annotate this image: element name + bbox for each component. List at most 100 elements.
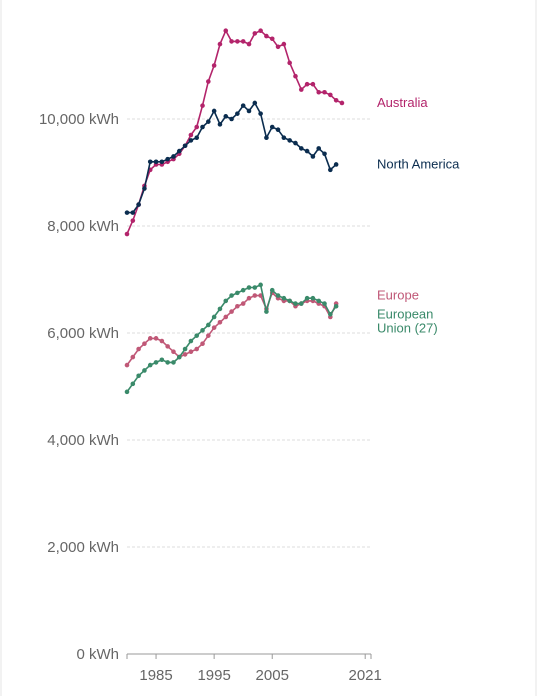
data-point-north-america <box>136 202 141 207</box>
data-point-european-union-27 <box>310 295 316 301</box>
data-point-australia <box>235 39 240 44</box>
data-point-european-union-27 <box>304 295 310 301</box>
x-tick-label: 1995 <box>197 667 230 684</box>
data-point-european-union-27 <box>130 381 136 387</box>
data-point-europe <box>182 352 188 357</box>
data-point-european-union-27 <box>258 282 263 288</box>
data-point-european-union-27 <box>269 287 275 293</box>
data-point-european-union-27 <box>124 389 130 395</box>
data-point-north-america <box>130 210 136 215</box>
data-point-european-union-27 <box>293 301 298 306</box>
data-point-european-union-27 <box>200 328 205 333</box>
data-point-north-america <box>246 108 252 114</box>
data-point-european-union-27 <box>322 301 327 306</box>
data-point-australia <box>339 100 345 106</box>
data-point-european-union-27 <box>333 303 339 309</box>
data-point-europe <box>159 338 165 344</box>
y-tick-label: 8,000 kWh <box>47 218 119 235</box>
data-point-australia <box>206 79 211 84</box>
x-tick-label: 2021 <box>349 667 382 684</box>
data-point-european-union-27 <box>316 298 322 304</box>
data-point-european-union-27 <box>206 322 211 328</box>
series-line-australia <box>126 29 343 235</box>
data-point-australia <box>223 28 229 34</box>
data-point-north-america <box>206 119 211 124</box>
data-point-european-union-27 <box>235 290 240 296</box>
series-label-australia: Australia <box>377 95 428 110</box>
data-point-european-union-27 <box>147 362 153 368</box>
data-point-european-union-27 <box>171 360 176 365</box>
data-point-europe <box>246 295 252 301</box>
data-point-europe <box>142 341 147 347</box>
data-point-europe <box>217 320 223 325</box>
data-point-australia <box>298 87 304 92</box>
data-point-north-america <box>322 151 327 157</box>
data-point-european-union-27 <box>298 301 304 306</box>
data-point-north-america <box>229 116 234 122</box>
data-point-europe <box>258 293 263 298</box>
y-tick-label: 2,000 kWh <box>47 539 119 556</box>
data-point-north-america <box>188 138 194 143</box>
data-point-europe <box>188 349 194 355</box>
data-point-north-america <box>147 159 153 165</box>
data-point-european-union-27 <box>142 368 147 373</box>
series-label-north-america: North America <box>377 156 460 171</box>
data-point-europe <box>240 301 246 306</box>
data-point-north-america <box>223 114 229 119</box>
data-point-australia <box>281 41 287 47</box>
data-point-north-america <box>293 140 298 146</box>
data-point-north-america <box>275 127 281 132</box>
series-label-line: European <box>377 306 433 321</box>
data-point-european-union-27 <box>287 298 292 304</box>
series-label-line: North America <box>377 156 460 171</box>
data-point-australia <box>258 28 263 34</box>
data-point-australia <box>211 63 217 68</box>
data-point-europe <box>223 314 229 320</box>
data-point-european-union-27 <box>281 295 287 301</box>
series-label-line: Union (27) <box>377 320 438 335</box>
data-point-north-america <box>281 135 287 141</box>
series-layer <box>124 28 345 395</box>
data-point-australia <box>246 41 252 47</box>
data-point-europe <box>235 303 240 309</box>
data-point-europe <box>206 333 211 338</box>
data-point-european-union-27 <box>176 354 182 360</box>
data-point-australia <box>269 36 275 42</box>
data-point-australia <box>304 81 310 87</box>
data-point-north-america <box>298 146 304 151</box>
data-point-north-america <box>328 167 333 173</box>
data-point-europe <box>171 349 176 355</box>
data-point-european-union-27 <box>159 357 165 363</box>
data-point-europe <box>211 325 217 330</box>
data-point-north-america <box>217 122 223 127</box>
y-tick-label: 10,000 kWh <box>39 111 119 128</box>
data-point-australia <box>124 231 130 237</box>
data-point-north-america <box>159 159 165 165</box>
data-point-european-union-27 <box>328 311 333 317</box>
data-point-european-union-27 <box>229 293 234 298</box>
series-line-europe <box>126 292 337 366</box>
data-point-australia <box>200 103 205 108</box>
data-point-north-america <box>333 162 339 167</box>
data-point-australia <box>240 39 246 44</box>
series-label-layer: Australia North America Europe European Unio… <box>377 95 460 335</box>
data-point-european-union-27 <box>275 293 281 298</box>
data-point-north-america <box>287 138 292 143</box>
data-point-north-america <box>194 135 200 141</box>
data-point-australia <box>293 73 298 79</box>
data-point-australia <box>328 92 333 98</box>
data-point-european-union-27 <box>188 338 194 344</box>
data-point-european-union-27 <box>136 373 141 379</box>
data-point-european-union-27 <box>165 360 170 365</box>
data-point-european-union-27 <box>240 287 246 293</box>
data-point-europe <box>229 309 234 314</box>
data-point-north-america <box>240 103 246 108</box>
data-point-north-america <box>142 186 147 191</box>
series-label-line: Australia <box>377 95 428 110</box>
data-point-north-america <box>316 146 322 151</box>
data-point-north-america <box>304 148 310 154</box>
data-point-australia <box>130 218 136 223</box>
y-tick-label: 6,000 kWh <box>47 325 119 342</box>
data-point-australia <box>194 124 200 130</box>
